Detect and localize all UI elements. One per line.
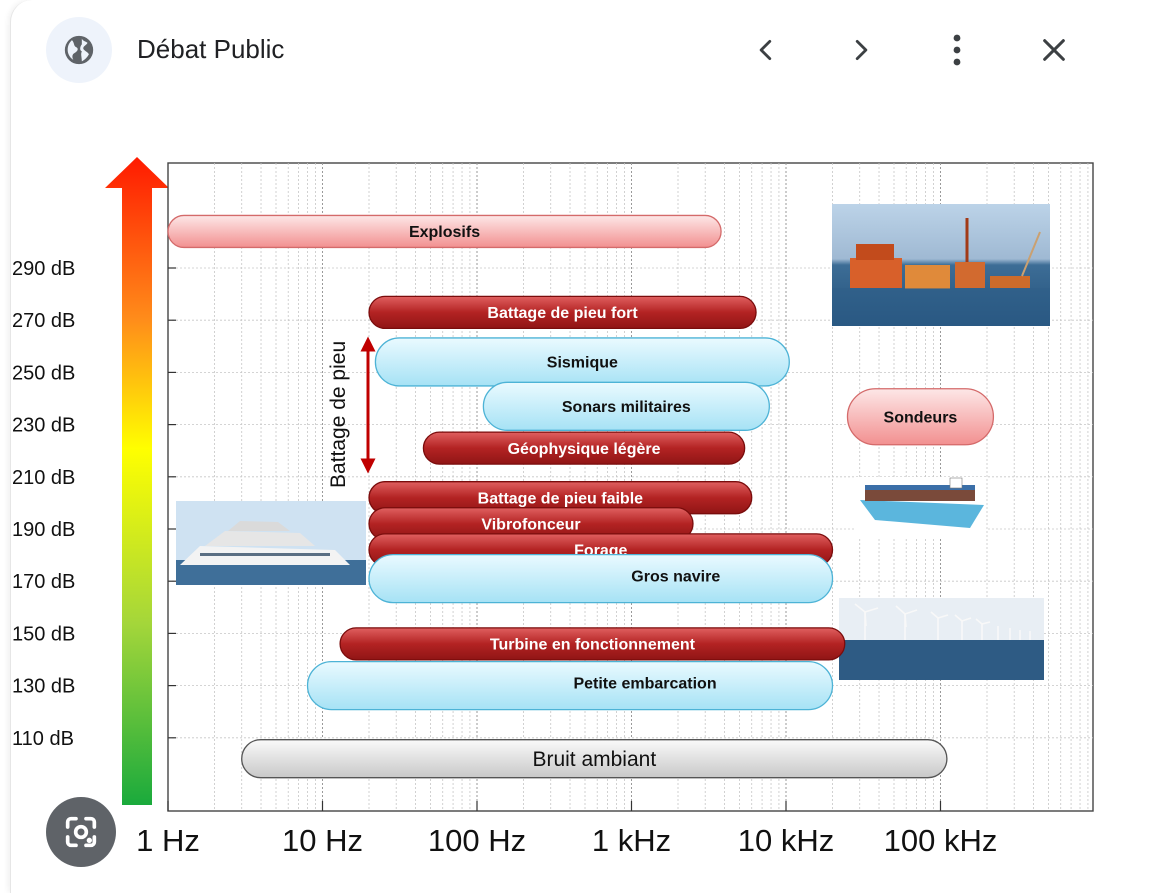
chevron-right-icon (855, 39, 868, 61)
more-options-button[interactable] (929, 22, 985, 78)
x-tick-label: 100 Hz (428, 823, 526, 858)
bar-label: Turbine en fonctionnement (490, 637, 696, 654)
bar-5: Géophysique légère (422, 431, 746, 465)
y-axis: 290 dB 270 dB 250 dB 230 dB 210 dB 190 dB 170 … (12, 258, 176, 750)
previous-button[interactable] (738, 22, 794, 78)
viewer-header: Débat Public (0, 0, 1161, 100)
y-tick-label: 110 dB (12, 728, 74, 750)
bar-label: Gros navire (631, 568, 720, 585)
bar-3: Sonars militaires (482, 381, 770, 431)
globe-icon (64, 35, 94, 65)
site-title[interactable]: Débat Public (137, 34, 285, 64)
bar-shape (482, 381, 770, 431)
cargo-ship-image (856, 477, 986, 539)
x-axis: 1 Hz 10 Hz 100 Hz 1 kHz 10 kHz 100 kHz (136, 801, 997, 858)
bar-label: Sonars militaires (562, 399, 691, 416)
bar-label: Petite embarcation (573, 675, 716, 692)
bar-label: Sismique (547, 355, 618, 372)
y-tick-label: 170 dB (12, 571, 75, 593)
bar-0: Explosifs (167, 214, 722, 249)
y-tick-label: 250 dB (12, 362, 75, 384)
next-button[interactable] (833, 22, 889, 78)
bar-label: Bruit ambiant (532, 748, 656, 771)
y-tick-label: 290 dB (12, 258, 75, 280)
bar-shape (306, 660, 834, 711)
lens-search-button[interactable] (46, 797, 116, 867)
bar-label: Battage de pieu faible (478, 490, 643, 507)
y-tick-label: 130 dB (12, 676, 75, 698)
x-tick-label: 1 kHz (592, 823, 671, 858)
y-tick-label: 150 dB (12, 623, 75, 645)
x-tick-label: 1 Hz (136, 823, 200, 858)
bar-label: Sondeurs (884, 410, 958, 427)
bar-label: Battage de pieu fort (487, 305, 638, 322)
yacht-image (176, 501, 366, 585)
bar-10: Turbine en fonctionnement (339, 627, 846, 661)
bar-label: Explosifs (409, 224, 480, 241)
bar-9: Gros navire (368, 553, 834, 604)
x-tick-label: 10 Hz (282, 823, 363, 858)
bar-12: Bruit ambiant (241, 739, 948, 779)
bar-shape (167, 214, 722, 249)
y-tick-label: 230 dB (12, 415, 75, 437)
x-tick-label: 10 kHz (738, 823, 834, 858)
pile-driving-label: Battage de pieu (327, 341, 350, 488)
bar-shape (339, 627, 846, 661)
lens-icon (65, 816, 97, 848)
bar-2: Sismique (374, 337, 790, 387)
pile-driving-annotation: Battage de pieu (327, 336, 376, 488)
oil-platform-image (832, 204, 1050, 326)
bar-4: Sondeurs (846, 388, 995, 446)
wind-farm-image (839, 598, 1044, 680)
bar-shape (241, 739, 948, 779)
bar-11: Petite embarcation (306, 660, 834, 711)
site-favicon[interactable] (46, 17, 112, 83)
level-gradient-arrow (105, 157, 169, 805)
y-tick-label: 210 dB (12, 467, 75, 489)
bar-7: Vibrofonceur (368, 507, 694, 541)
close-button[interactable] (1026, 22, 1082, 78)
bar-label: Vibrofonceur (481, 517, 580, 534)
y-tick-label: 270 dB (12, 310, 75, 332)
bar-shape (422, 431, 746, 465)
bar-shape (368, 295, 757, 330)
x-tick-label: 100 kHz (884, 823, 998, 858)
more-vert-icon (953, 34, 961, 66)
bar-shape (846, 388, 995, 446)
chevron-left-icon (759, 39, 772, 61)
bar-shape (368, 553, 834, 604)
bars: Explosifs Battage de pieu fort Sismique Son… (167, 214, 995, 779)
y-tick-label: 190 dB (12, 519, 75, 541)
bar-1: Battage de pieu fort (368, 295, 757, 330)
close-icon (1043, 39, 1065, 61)
bar-label: Géophysique légère (508, 441, 661, 458)
